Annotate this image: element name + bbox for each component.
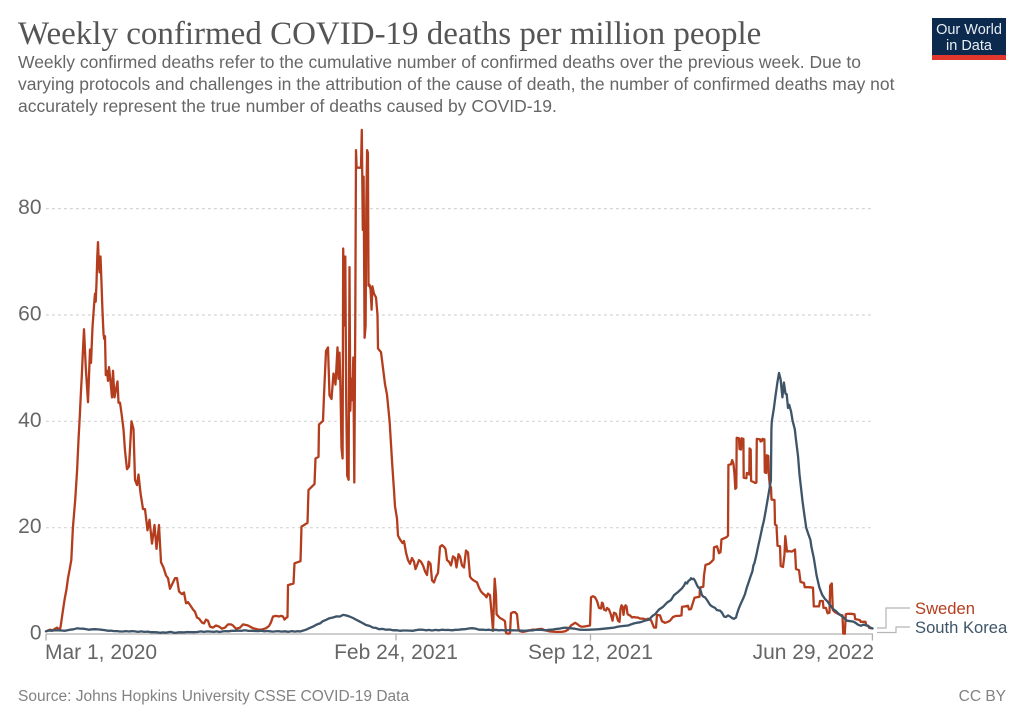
svg-text:South Korea: South Korea <box>915 618 1008 637</box>
svg-text:Sweden: Sweden <box>915 599 975 618</box>
svg-text:20: 20 <box>18 515 41 538</box>
svg-text:80: 80 <box>18 196 41 219</box>
svg-text:60: 60 <box>18 303 41 326</box>
svg-text:Mar 1, 2020: Mar 1, 2020 <box>45 641 157 664</box>
svg-text:40: 40 <box>18 409 41 432</box>
svg-text:Feb 24, 2021: Feb 24, 2021 <box>334 641 458 664</box>
svg-text:Jun 29, 2022: Jun 29, 2022 <box>753 641 874 664</box>
svg-text:0: 0 <box>30 622 42 645</box>
svg-text:Sep 12, 2021: Sep 12, 2021 <box>528 641 653 664</box>
